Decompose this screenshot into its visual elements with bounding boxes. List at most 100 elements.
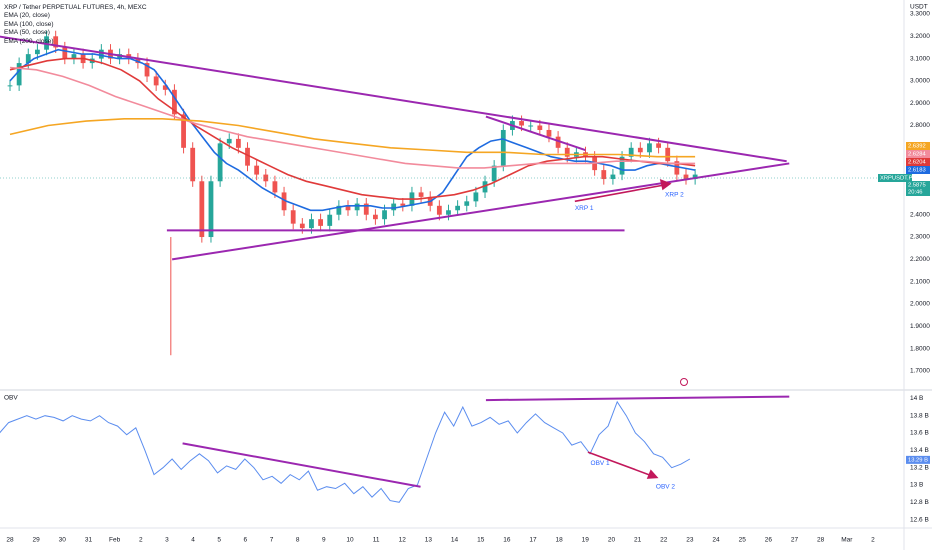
candle-body [528,125,534,127]
x-tick-label: 21 [634,537,642,544]
price-tick-label: 3.3000 [910,11,930,18]
candle-body [482,181,488,193]
obv-tag [906,455,930,464]
x-tick-label: 9 [322,537,326,544]
candle-body [683,174,689,180]
obv-arrow-head [646,469,659,479]
price-tick-label: 3.1000 [910,55,930,62]
ema-line [9,118,696,158]
x-tick-label: 2 [139,537,143,544]
candle-body [564,147,570,157]
candle-body [473,192,479,202]
x-tick-label: 26 [765,537,773,544]
x-tick-label: 28 [6,537,14,544]
x-tick-label: 30 [59,537,67,544]
alert-icon[interactable] [680,378,688,386]
candle-body [363,203,369,215]
ema-line [9,57,696,200]
price-tag-label: 20:46 [908,190,923,196]
ema-line [9,48,696,212]
price-tag-label: 2.6392 [908,144,926,150]
candle-body [555,136,561,148]
candle-body [601,170,607,180]
legend-entry-ema20: EMA (20, close) [4,12,50,20]
candle-body [235,138,241,148]
price-tag-label: 2.6284 [908,152,927,158]
price-tick-label: 3.0000 [910,78,930,85]
candle-body [290,210,296,224]
candle-body [199,181,205,238]
candle-body [391,203,397,211]
candle-body [647,143,652,153]
candle-body [400,203,406,206]
x-tick-label: 6 [244,537,248,544]
candle-body [628,147,634,157]
candle-body [610,174,616,180]
candle-body [153,76,159,86]
candle-body [181,114,186,148]
candle-body [98,49,104,59]
x-tick-label: 14 [451,537,459,544]
candle-body [7,85,13,87]
currency-label: USDT [910,4,928,11]
x-tick-label: Mar [841,537,853,544]
x-tick-label: 24 [712,537,720,544]
obv-tick-label: 12.8 B [910,499,929,506]
x-tick-label: 28 [817,537,825,544]
price-tag [906,166,930,174]
candle-body [619,156,625,175]
x-tick-label: 27 [791,537,799,544]
price-tag-label: 2.6183 [908,168,926,174]
candle-body [436,205,442,215]
x-tick-label: 19 [582,537,590,544]
candle-body [318,219,323,226]
candle-body [217,143,223,182]
x-tick-label: 4 [191,537,195,544]
price-tick-label: 1.7000 [910,368,930,375]
candle-body [327,214,333,226]
annotation-xrp-1: XRP 1 [575,205,594,212]
candle-body [299,223,305,229]
obv-flat-resistance-line [485,395,790,402]
price-tag [906,181,930,189]
price-tag [906,158,930,166]
candle-body [500,129,506,166]
x-tick-label: 29 [33,537,41,544]
x-tick-label: 22 [660,537,668,544]
candle-body [263,174,269,182]
candle-body [281,192,287,211]
candle-body [446,210,451,215]
candle-body [665,147,671,162]
x-tick-label: 8 [296,537,300,544]
ascending-support-trendline [171,162,790,261]
price-tick-label: 2.1000 [910,278,930,285]
candle-body [71,54,77,59]
x-tick-label: 20 [608,537,616,544]
upper-descending-trendline [0,35,787,163]
x-tick-label: 18 [556,537,564,544]
obv-tick-label: 12.6 B [910,516,929,523]
annotation-obv-1: OBV 1 [591,460,611,467]
xrp-arrow-head [659,179,672,191]
candle-body [537,125,543,130]
obv-tick-label: 13.8 B [910,412,929,419]
candle-body [464,201,470,206]
candle-body [35,49,40,55]
candle-body [455,205,461,211]
obv-tick-label: 13.2 B [910,464,929,471]
obv-falling-trendline [182,442,421,488]
price-tick-label: 1.8000 [910,345,930,352]
candle-body [272,181,278,193]
price-tick-label: 2.9000 [910,100,930,107]
legend-entry-ema50: EMA (50, close) [4,29,50,37]
price-tick-label: 2.0000 [910,301,930,308]
annotation-obv-2: OBV 2 [656,483,676,490]
legend-entry-ema200: EMA (200, close) [4,37,54,45]
x-tick-label: 13 [425,537,433,544]
chart-title: XRP / Tether PERPETUAL FUTURES, 4h, MEXC [4,4,147,11]
price-tick-label: 2.2000 [910,256,930,263]
obv-line [0,400,691,503]
candle-body [692,174,698,180]
